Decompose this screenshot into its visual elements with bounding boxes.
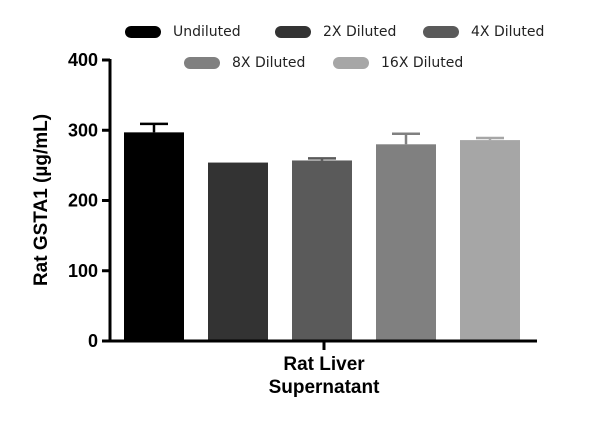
legend-label: 16X Diluted bbox=[381, 55, 463, 71]
legend-swatch bbox=[125, 26, 161, 38]
legend-item: 8X Diluted bbox=[184, 55, 305, 71]
legend-swatch bbox=[184, 57, 220, 69]
y-tick-label: 0 bbox=[88, 331, 98, 351]
legend-item: 4X Diluted bbox=[423, 24, 544, 40]
bar-8x-diluted bbox=[376, 144, 436, 341]
legend-swatch bbox=[275, 26, 311, 38]
legend-item: 2X Diluted bbox=[275, 24, 396, 40]
y-tick-label: 100 bbox=[68, 261, 98, 281]
legend-label: 8X Diluted bbox=[232, 55, 305, 71]
y-tick-label: 400 bbox=[68, 50, 98, 70]
y-axis-title: Rat GSTA1 (µg/mL) bbox=[31, 114, 52, 286]
bar-undiluted bbox=[124, 132, 184, 341]
y-tick-label: 200 bbox=[68, 191, 98, 211]
legend-label: 4X Diluted bbox=[471, 24, 544, 40]
legend-label: 2X Diluted bbox=[323, 24, 396, 40]
legend-swatch bbox=[423, 26, 459, 38]
bar-16x-diluted bbox=[460, 140, 520, 341]
legend-item: 16X Diluted bbox=[333, 55, 463, 71]
bar-4x-diluted bbox=[292, 160, 352, 341]
x-axis-label-line-1: Rat Liver bbox=[283, 354, 365, 375]
legend: Undiluted 2X Diluted 4X Diluted 8X Diluted 1… bbox=[125, 24, 544, 71]
bars bbox=[124, 122, 520, 341]
x-axis-label-line-2: Supernatant bbox=[269, 377, 381, 398]
legend-swatch bbox=[333, 57, 369, 69]
axes: 0 100 200 300 400 bbox=[68, 50, 537, 351]
bar-2x-diluted bbox=[208, 162, 268, 341]
legend-item: Undiluted bbox=[125, 24, 241, 40]
y-tick-label: 300 bbox=[68, 120, 98, 140]
legend-label: Undiluted bbox=[173, 24, 241, 40]
